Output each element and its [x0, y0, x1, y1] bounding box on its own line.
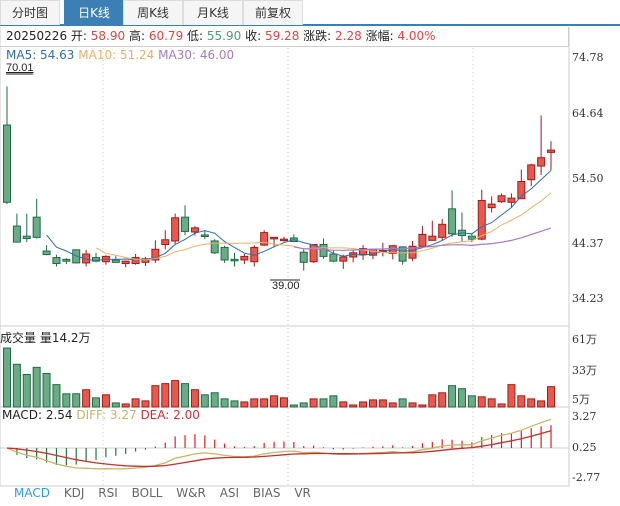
low-label: 低:: [187, 29, 204, 43]
close-value: 59.28: [264, 29, 300, 43]
indicator-tab-boll[interactable]: BOLL: [131, 486, 163, 500]
indicator-tab-asi[interactable]: ASI: [219, 486, 240, 500]
high-value: 60.79: [148, 29, 184, 43]
indicator-tab-wr[interactable]: W&R: [176, 486, 206, 500]
macd-axis-tick: 3.27: [572, 410, 597, 423]
indicator-tab-vr[interactable]: VR: [294, 486, 311, 500]
ma5-legend: MA5: 54.63: [6, 48, 75, 62]
ohlc-info-bar: 20250226 开: 58.90 高: 60.79 低: 55.90 收: 5…: [0, 27, 569, 47]
indicator-tab-rsi[interactable]: RSI: [98, 486, 118, 500]
indicator-tab-macd[interactable]: MACD: [14, 486, 50, 500]
open-label: 开:: [70, 29, 87, 43]
volume-axis-tick: 33万: [572, 364, 597, 377]
tab-weekly-k[interactable]: 周K线: [123, 0, 183, 25]
tab-intraday[interactable]: 分时图: [0, 0, 60, 25]
high-label: 高:: [128, 29, 146, 43]
tab-daily-k[interactable]: 日K线: [64, 0, 124, 25]
diff-value: DIFF: 3.27: [76, 408, 137, 422]
volume-axis-tick: 61万: [572, 333, 597, 346]
period-high-marker: 70.01: [6, 62, 34, 74]
price-axis-tick: 44.37: [572, 237, 604, 250]
price-axis-tick: 74.78: [572, 51, 604, 64]
pct-label: 涨幅:: [365, 29, 394, 43]
open-value: 58.90: [90, 29, 126, 43]
volume-legend: 成交量 量14.2万: [0, 331, 91, 345]
change-value: 2.28: [335, 29, 362, 43]
macd-axis-tick: -2.77: [572, 471, 601, 484]
macd-legend: MACD: 2.54 DIFF: 3.27 DEA: 2.00: [2, 408, 200, 422]
low-value: 55.90: [206, 29, 242, 43]
volume-axis-tick: 5万: [572, 393, 590, 406]
ma-legend: MA5: 54.63 MA10: 51.24 MA30: 46.00: [6, 48, 234, 62]
dea-value: DEA: 2.00: [140, 408, 200, 422]
tab-forward-adjusted[interactable]: 前复权: [243, 0, 303, 25]
macd-axis-tick: 0.25: [572, 441, 597, 454]
price-axis-tick: 54.50: [572, 172, 604, 185]
tab-monthly-k[interactable]: 月K线: [183, 0, 243, 25]
period-tabs: 分时图 日K线 周K线 月K线 前复权: [0, 0, 620, 26]
indicator-tab-kdj[interactable]: KDJ: [63, 486, 85, 500]
indicator-tabs: MACD KDJ RSI BOLL W&R ASI BIAS VR: [0, 486, 311, 504]
price-axis-tick: 34.23: [572, 292, 604, 305]
info-date: 20250226: [6, 29, 68, 43]
price-axis-tick: 64.64: [572, 107, 604, 120]
change-label: 涨跌:: [303, 29, 332, 43]
indicator-tab-bias[interactable]: BIAS: [252, 486, 281, 500]
ma10-legend: MA10: 51.24: [78, 48, 155, 62]
macd-value: MACD: 2.54: [2, 408, 73, 422]
period-low-marker: 39.00: [272, 280, 300, 292]
pct-value: 4.00%: [397, 29, 436, 43]
close-label: 收:: [245, 29, 262, 43]
ma30-legend: MA30: 46.00: [158, 48, 235, 62]
